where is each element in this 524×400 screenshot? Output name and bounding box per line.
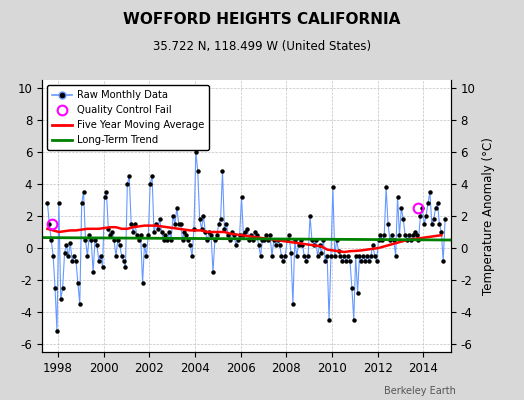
Text: 35.722 N, 118.499 W (United States): 35.722 N, 118.499 W (United States) — [153, 40, 371, 53]
Text: WOFFORD HEIGHTS CALIFORNIA: WOFFORD HEIGHTS CALIFORNIA — [123, 12, 401, 27]
Y-axis label: Temperature Anomaly (°C): Temperature Anomaly (°C) — [482, 137, 495, 295]
Legend: Raw Monthly Data, Quality Control Fail, Five Year Moving Average, Long-Term Tren: Raw Monthly Data, Quality Control Fail, … — [47, 85, 209, 150]
Text: Berkeley Earth: Berkeley Earth — [384, 386, 456, 396]
